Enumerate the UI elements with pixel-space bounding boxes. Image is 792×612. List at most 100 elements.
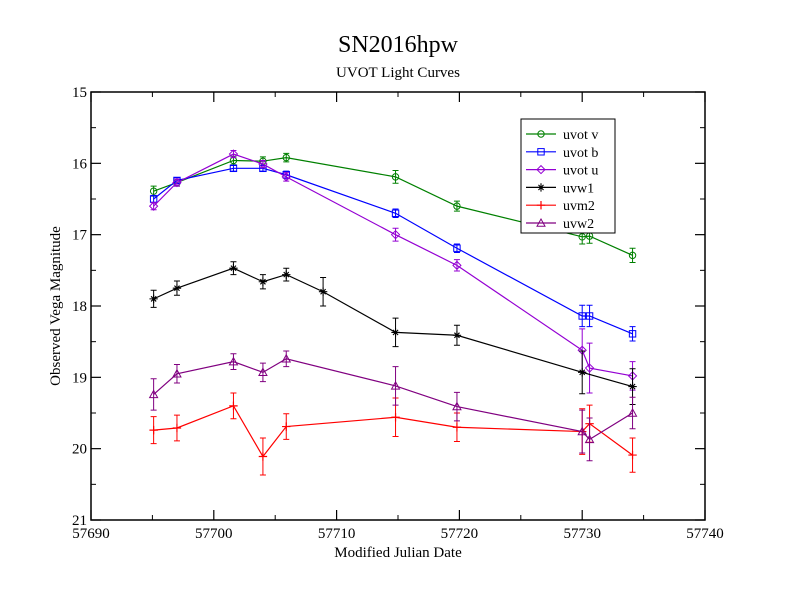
data-point (172, 283, 182, 293)
data-point (391, 328, 400, 337)
data-point (281, 353, 292, 363)
data-point (318, 287, 328, 296)
data-point (390, 380, 401, 390)
error-bar (453, 391, 460, 422)
data-point (578, 368, 587, 377)
error-bar (150, 378, 157, 411)
data-point (258, 367, 268, 377)
data-point (628, 450, 637, 460)
x-tick-label: 57700 (195, 526, 233, 542)
data-point (391, 173, 400, 181)
data-point (148, 201, 159, 211)
data-point (282, 422, 291, 431)
data-point (452, 260, 462, 271)
data-point (585, 312, 594, 320)
axis-ticks (90, 91, 706, 521)
series-uvw1 (149, 261, 637, 405)
series-line-uvot-v (153, 157, 633, 256)
y-tick-label: 21 (72, 513, 87, 529)
data-point (453, 202, 461, 210)
x-tick-label: 57730 (563, 526, 601, 542)
series-uvot-u (148, 149, 638, 394)
data-point (452, 401, 462, 411)
x-axis-label: Modified Julian Date (334, 545, 462, 561)
legend-marker-uvw2 (536, 217, 546, 227)
series-line-uvot-u (153, 153, 633, 377)
error-bar (579, 304, 586, 328)
legend-marker-uvw1 (536, 183, 546, 192)
data-point (627, 407, 638, 417)
x-tick-labels: 57690 57700 57710 57720 57730 57740 (72, 526, 724, 542)
data-point (148, 389, 159, 399)
y-tick-labels: 15 16 17 18 19 20 21 (72, 85, 88, 529)
data-point (258, 277, 268, 286)
legend-marker-uvot-b (537, 148, 545, 156)
error-bar (629, 247, 636, 263)
data-point (228, 149, 239, 159)
x-tick-label: 57720 (441, 526, 479, 542)
data-point (453, 244, 461, 252)
series-line-uvw2 (153, 358, 633, 441)
error-bar (586, 417, 593, 462)
data-point (282, 153, 290, 162)
legend-box (520, 118, 616, 234)
error-bar (392, 169, 399, 184)
data-point (172, 423, 182, 433)
data-point (258, 452, 268, 461)
error-bar (579, 409, 586, 454)
data-point (577, 426, 588, 436)
chart-subtitle: UVOT Light Curves (336, 65, 460, 81)
data-point (149, 425, 158, 435)
error-bar (629, 396, 636, 430)
y-tick-label: 15 (72, 85, 87, 101)
y-axis-label: Observed Vega Magnitude (48, 226, 64, 386)
legend: uvot v uvot b uvot u uvw1 uvm2 uvw2 (520, 118, 616, 234)
legend-marker-uvot-v (537, 130, 545, 138)
legend-label-uvot-v: uvot v (563, 128, 598, 143)
data-point (229, 401, 238, 411)
data-point (578, 233, 586, 241)
data-point (228, 356, 239, 366)
data-point (391, 413, 400, 422)
data-point (149, 294, 158, 304)
data-point (229, 164, 238, 173)
y-tick-label: 19 (72, 370, 87, 386)
legend-label-uvot-u: uvot u (563, 164, 598, 179)
series-line-uvw1 (153, 267, 633, 388)
data-point (282, 270, 291, 279)
data-point (149, 187, 158, 195)
data-point (452, 331, 462, 340)
data-point (584, 434, 595, 444)
legend-label-uvm2: uvm2 (563, 199, 595, 214)
data-point (391, 209, 400, 217)
data-point (390, 229, 401, 240)
y-tick-label: 17 (72, 228, 88, 244)
data-point (452, 423, 462, 432)
data-point (258, 159, 268, 169)
data-point (628, 251, 637, 260)
x-tick-label: 57690 (72, 526, 110, 542)
legend-marker-uvot-u (536, 164, 546, 175)
series-line-uvm2 (153, 405, 633, 458)
chart-title: SN2016hpw (338, 32, 459, 58)
data-point (172, 368, 182, 378)
series-uvw2 (148, 350, 638, 462)
error-bar (629, 326, 636, 342)
y-tick-label: 20 (72, 442, 87, 458)
legend-label-uvw2: uvw2 (563, 217, 594, 232)
data-point (229, 263, 238, 273)
data-point (578, 312, 586, 320)
plot-series (148, 149, 638, 476)
x-tick-label: 57710 (318, 526, 356, 542)
data-point (584, 363, 595, 373)
x-tick-label: 57740 (686, 526, 724, 542)
series-uvot-b (149, 164, 637, 342)
legend-label-uvot-b: uvot b (563, 146, 598, 161)
legend-marker-uvm2 (536, 201, 546, 210)
error-bar (283, 350, 290, 368)
data-point (628, 382, 637, 391)
y-tick-label: 16 (72, 156, 88, 172)
error-bar (259, 362, 266, 383)
legend-label-uvw1: uvw1 (563, 181, 594, 196)
